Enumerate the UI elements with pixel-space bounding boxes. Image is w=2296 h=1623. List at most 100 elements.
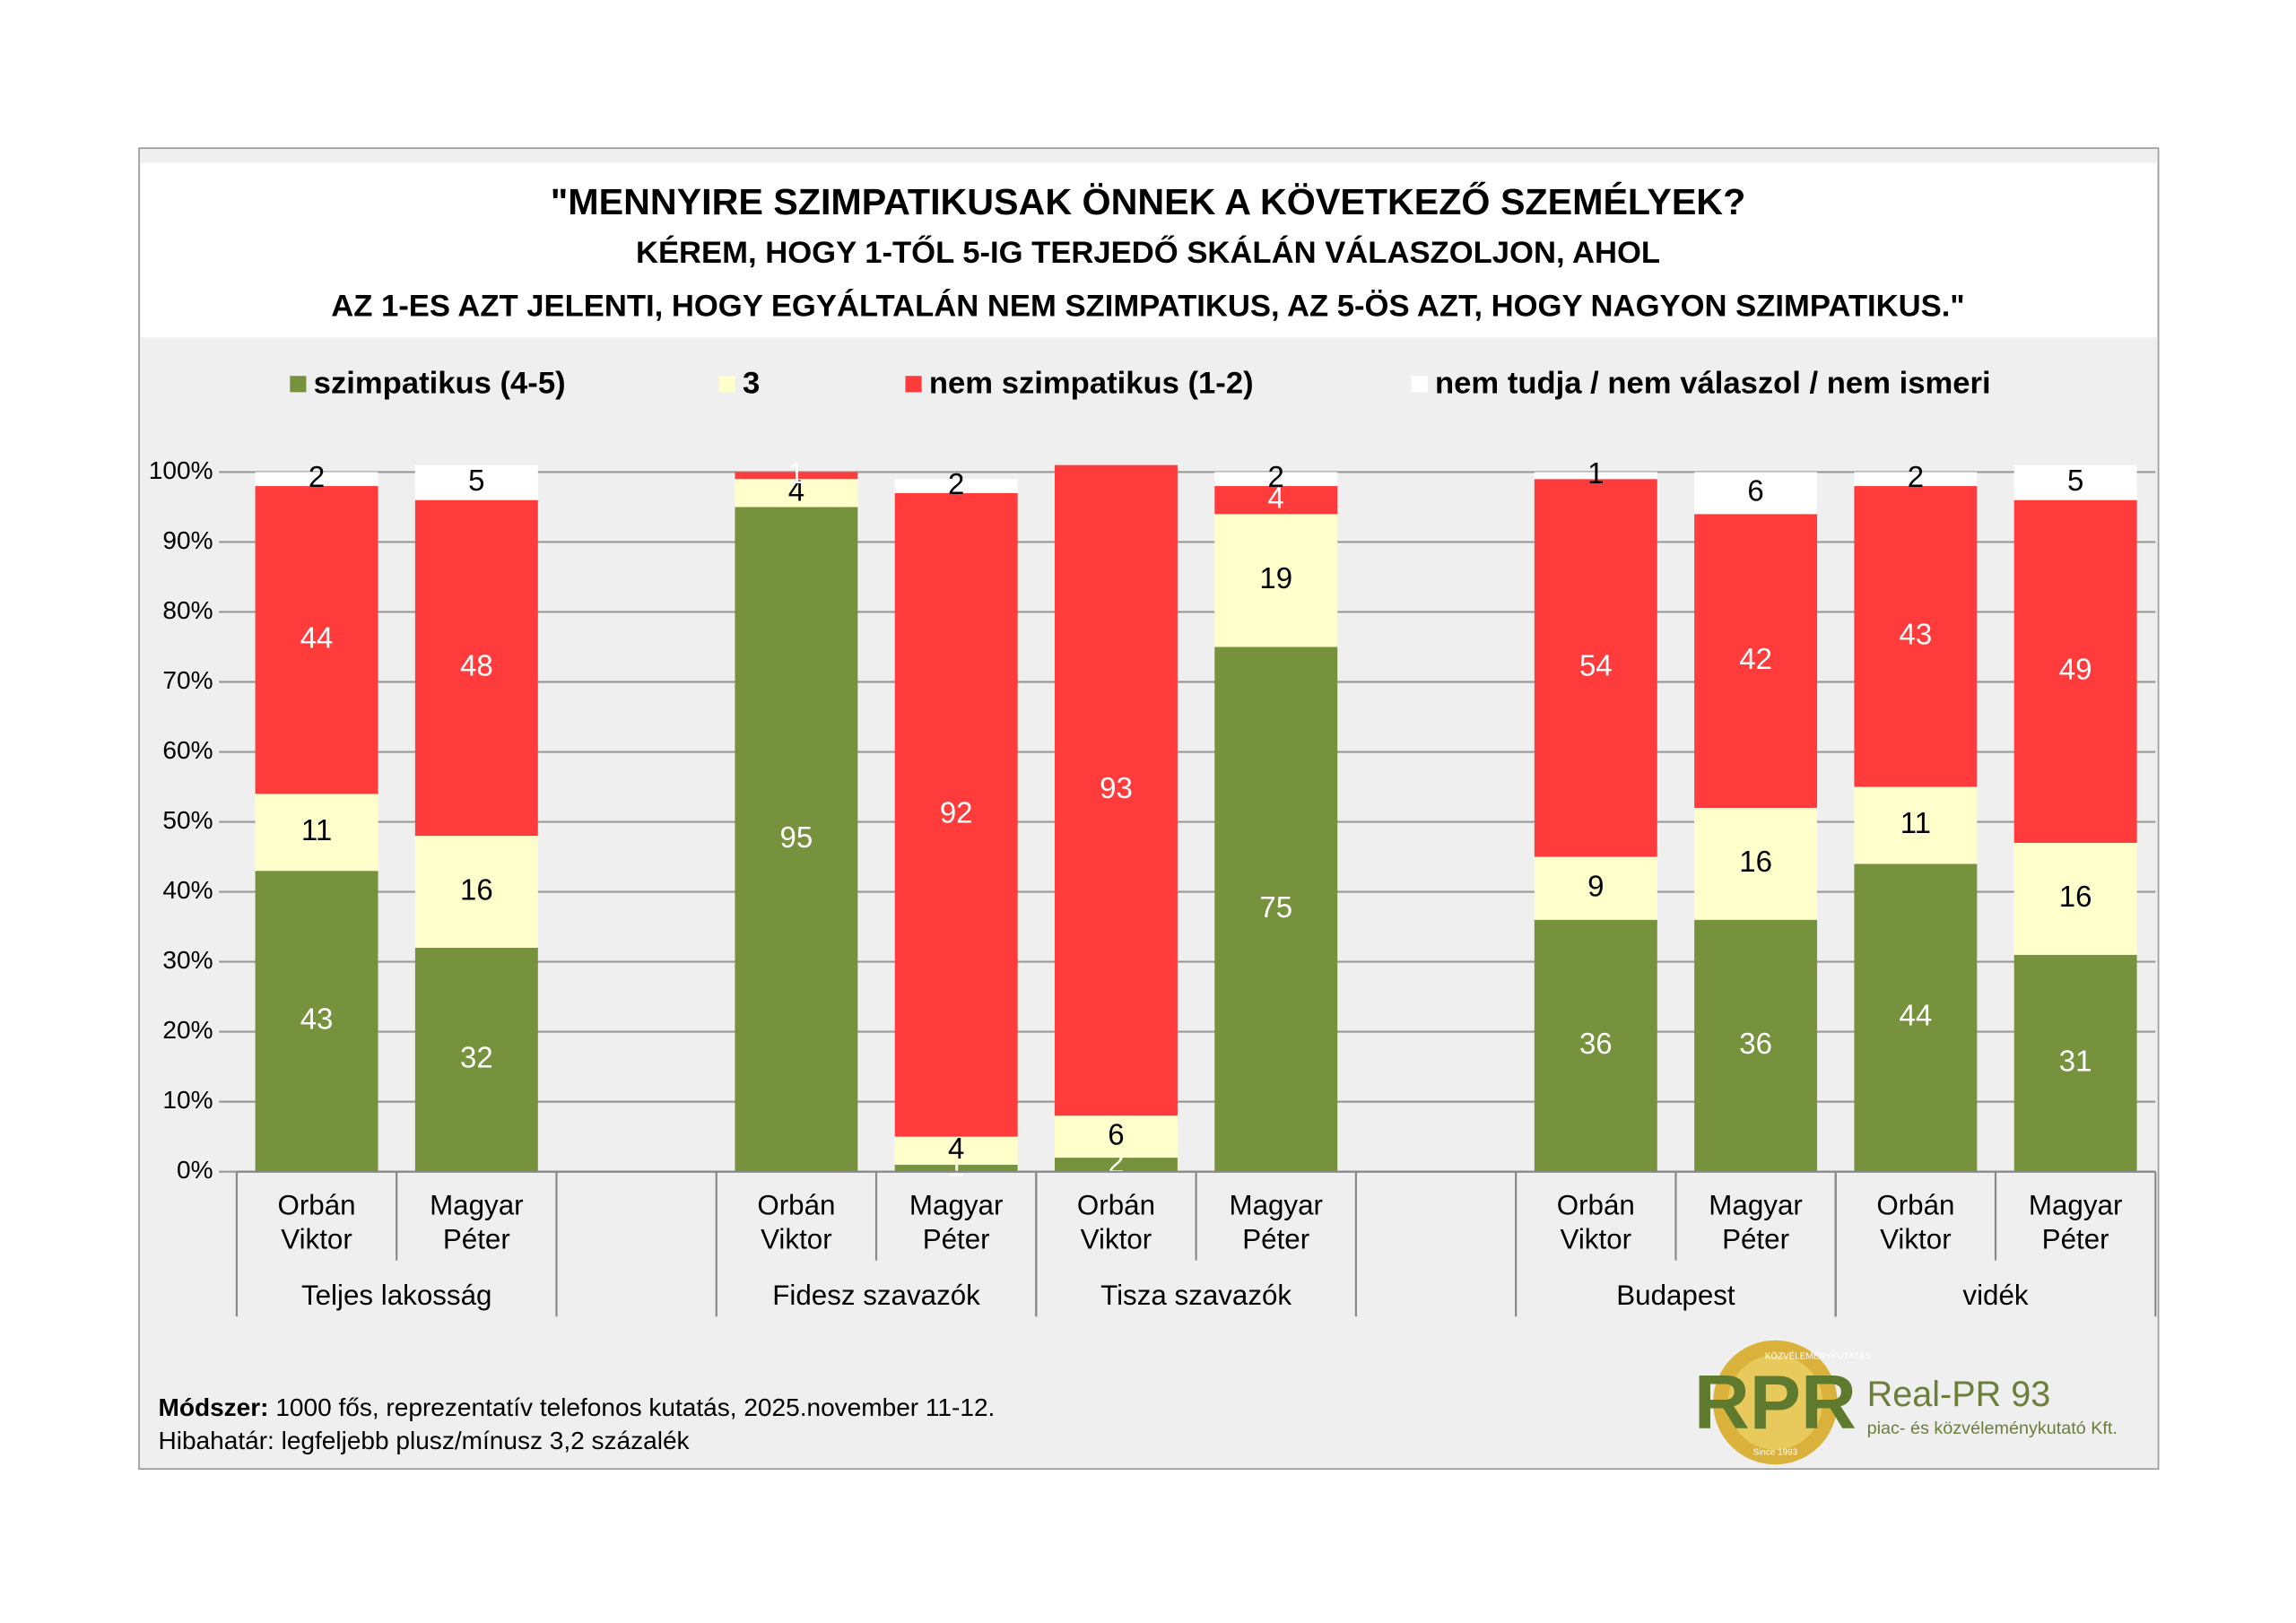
bar-segment xyxy=(1214,514,1338,647)
chart-title: "MENNYIRE SZIMPATIKUSAK ÖNNEK A KÖVETKEZ… xyxy=(551,181,1746,222)
value-label: 48 xyxy=(460,649,493,682)
value-label: 2 xyxy=(309,460,325,493)
value-label: 95 xyxy=(780,820,813,854)
bar-segment xyxy=(1055,1115,1178,1159)
legend-label: 3 xyxy=(743,366,760,400)
y-tick-label: 30% xyxy=(162,946,213,974)
title-area xyxy=(140,162,2157,338)
bar-segment xyxy=(1055,464,1178,1116)
bar-segment xyxy=(1854,472,1978,487)
group-label: Budapest xyxy=(1616,1280,1735,1311)
value-label: 4 xyxy=(788,474,804,508)
x-tick-label: Orbán Viktor xyxy=(757,1191,836,1256)
value-label: 6 xyxy=(1747,474,1763,508)
value-label: 36 xyxy=(1739,1027,1772,1060)
value-label: 32 xyxy=(460,1041,493,1074)
value-label: 6 xyxy=(1108,1117,1124,1150)
legend-label: nem szimpatikus (1-2) xyxy=(929,366,1254,400)
value-label: 44 xyxy=(300,621,334,654)
method-note: Módszer: 1000 fős, reprezentatív telefon… xyxy=(158,1394,995,1422)
bar-segment xyxy=(414,464,538,500)
bar-segment xyxy=(1214,472,1338,487)
bar-segment xyxy=(1534,919,1657,1172)
value-label: 31 xyxy=(2059,1044,2092,1077)
bar-segment xyxy=(2013,842,2137,955)
value-label: 43 xyxy=(1900,618,1933,651)
value-label: 5 xyxy=(468,464,484,497)
logo-ring-top: KÖZVÉLEMÉNYKUTATÁS xyxy=(1765,1351,1872,1361)
value-label: 54 xyxy=(1579,649,1613,682)
bar-segment xyxy=(2013,954,2137,1172)
bar-segment xyxy=(1854,786,1978,864)
bar-segment xyxy=(1055,1158,1178,1172)
bar-segment xyxy=(1694,919,1818,1172)
logo-mark: RPR xyxy=(1694,1359,1857,1445)
bar-segment xyxy=(255,486,378,794)
value-label: 49 xyxy=(2059,653,2092,686)
bar-segment xyxy=(414,836,538,948)
y-tick-label: 80% xyxy=(162,596,213,624)
chart-subtitle: KÉREM, HOGY 1-TŐL 5-IG TERJEDŐ SKÁLÁN VÁ… xyxy=(636,234,1660,270)
logo-tagline: piac- és közvéleménykutató Kft. xyxy=(1867,1419,2118,1438)
legend-swatch xyxy=(905,376,922,393)
x-tick-label: Magyar Péter xyxy=(1229,1191,1323,1256)
y-tick-label: 70% xyxy=(162,666,213,694)
bar-segment xyxy=(894,1164,1018,1172)
chart-subtitle: AZ 1-ES AZT JELENTI, HOGY EGYÁLTALÁN NEM… xyxy=(331,287,1964,323)
value-label: 16 xyxy=(1739,845,1772,878)
legend-label: szimpatikus (4-5) xyxy=(314,366,566,400)
value-label: 11 xyxy=(301,813,332,846)
x-tick-label: Orbán Viktor xyxy=(1076,1191,1156,1256)
bar-segment xyxy=(1214,486,1338,515)
x-tick-label: Magyar Péter xyxy=(1709,1191,1803,1256)
value-label: 42 xyxy=(1739,642,1772,675)
logo-ring-bottom: Since 1993 xyxy=(1753,1448,1798,1458)
y-tick-label: 0% xyxy=(177,1156,213,1184)
bar-segment xyxy=(894,1136,1018,1165)
value-label: 19 xyxy=(1259,561,1292,595)
y-tick-label: 20% xyxy=(162,1016,213,1044)
bar-segment xyxy=(1534,479,1657,857)
value-label: 1 xyxy=(1587,456,1604,490)
bar-segment xyxy=(735,507,858,1172)
x-tick-label-box: Magyar Péter xyxy=(1709,1191,1803,1256)
x-tick-label-box: Magyar Péter xyxy=(2028,1191,2123,1256)
logo-name: Real-PR 93 xyxy=(1867,1375,2051,1414)
bar-segment xyxy=(1534,856,1657,920)
bar-segment xyxy=(1694,807,1818,920)
legend-swatch xyxy=(290,376,307,393)
group-label: Tisza szavazók xyxy=(1100,1280,1292,1311)
logo-inner xyxy=(1727,1355,1823,1450)
bar-segment xyxy=(414,947,538,1172)
bar-segment xyxy=(2013,499,2137,843)
value-label: 2 xyxy=(1268,460,1284,493)
y-tick-label: 40% xyxy=(162,876,213,904)
value-label: 4 xyxy=(948,1132,964,1165)
bar-segment xyxy=(1694,472,1818,515)
x-tick-label: Magyar Péter xyxy=(2028,1191,2123,1256)
x-tick-label-box: Orbán Viktor xyxy=(277,1191,355,1256)
x-tick-label: Magyar Péter xyxy=(909,1191,1004,1256)
value-label: 5 xyxy=(2067,464,2083,497)
group-label: vidék xyxy=(1962,1280,2028,1311)
error-note: Hibahatár: legfeljebb plusz/mínusz 3,2 s… xyxy=(158,1427,690,1454)
method-text: 1000 fős, reprezentatív telefonos kutatá… xyxy=(269,1394,996,1422)
x-tick-label-box: Magyar Péter xyxy=(909,1191,1004,1256)
bar-segment xyxy=(2013,464,2137,500)
x-tick-label-box: Orbán Viktor xyxy=(757,1191,836,1256)
value-label: 93 xyxy=(1100,771,1133,804)
x-tick-label-box: Orbán Viktor xyxy=(1876,1191,1955,1256)
group-label: Fidesz szavazók xyxy=(772,1280,980,1311)
legend-swatch xyxy=(1411,376,1428,393)
bar-segment xyxy=(1854,486,1978,787)
bar-segment xyxy=(1214,647,1338,1172)
value-label: 43 xyxy=(300,1002,334,1036)
bar-segment xyxy=(894,492,1018,1137)
value-label: 2 xyxy=(948,467,964,500)
y-tick-label: 50% xyxy=(162,806,213,834)
y-tick-label: 100% xyxy=(149,456,213,484)
y-tick-label: 90% xyxy=(162,526,213,554)
value-label: 16 xyxy=(460,872,493,906)
x-tick-label: Orbán Viktor xyxy=(1876,1191,1955,1256)
legend-swatch xyxy=(718,376,735,393)
